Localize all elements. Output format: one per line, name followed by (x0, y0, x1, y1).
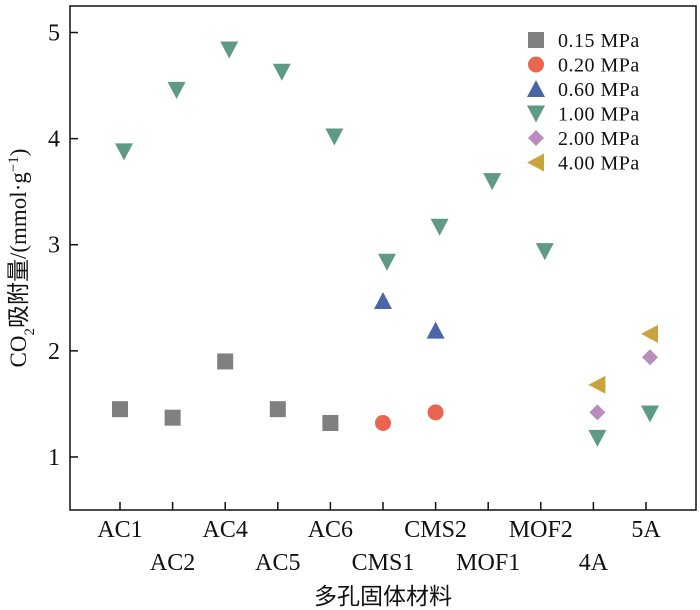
legend-label-2: 0.60 MPa (558, 79, 640, 101)
point-triangle-down-CMS2 (430, 218, 449, 236)
legend-marker-4 (528, 130, 544, 146)
point-triangle-down-AC4 (220, 41, 239, 59)
x-tick-label-AC4: AC4 (203, 517, 248, 543)
legend-label-0: 0.15 MPa (558, 30, 640, 52)
data-points (112, 41, 659, 447)
point-circle-CMS2 (427, 404, 444, 421)
y-axis-title-subscript: 2 (22, 328, 38, 336)
x-tick-label-AC5: AC5 (255, 550, 300, 576)
y-axis-title: CO2吸附量/(mmol·g−1) (6, 149, 38, 368)
point-square-AC2 (164, 409, 181, 426)
y-axis-title-end: ) (6, 149, 31, 157)
y-tick-label-4: 4 (48, 127, 60, 153)
y-axis-title-main: CO (6, 336, 31, 368)
point-triangle-down-AC5 (272, 63, 291, 81)
x-tick-label-AC6: AC6 (308, 517, 353, 543)
point-triangle-up-CMS2 (426, 321, 445, 339)
y-axis-title-superscript: −1 (6, 156, 22, 172)
point-circle-CMS1 (375, 414, 391, 431)
legend-label-1: 0.20 MPa (558, 55, 640, 77)
legend-marker-1 (528, 56, 544, 73)
point-triangle-down-MOF2 (535, 243, 554, 261)
x-tick-label-CMS2: CMS2 (404, 517, 467, 543)
point-triangle-down-MOF1 (483, 173, 502, 191)
point-triangle-down-AC2 (167, 81, 186, 99)
x-tick-label-5A: 5A (631, 517, 661, 543)
point-triangle-down-4A (588, 429, 607, 447)
point-triangle-down-5A (641, 405, 659, 423)
point-triangle-down-AC1 (115, 143, 133, 161)
y-tick-label-2: 2 (48, 339, 60, 365)
x-tick-label-AC1: AC1 (97, 517, 142, 543)
y-axis-title-middle: 吸附量/(mmol·g (6, 172, 31, 328)
y-tick-label-1: 1 (48, 445, 60, 471)
legend-label-4: 2.00 MPa (558, 128, 640, 150)
x-tick-label-CMS1: CMS1 (352, 550, 415, 576)
x-axis-title: 多孔固体材料 (314, 584, 452, 609)
point-triangle-down-AC6 (325, 128, 344, 146)
legend-label-3: 1.00 MPa (558, 104, 640, 126)
point-diamond-4A (589, 404, 606, 421)
legend-marker-5 (527, 153, 544, 172)
legend-marker-3 (527, 105, 545, 123)
point-triangle-down-CMS1 (378, 253, 396, 271)
x-tick-label-MOF1: MOF1 (456, 550, 520, 576)
y-axis: 1 2 3 4 5 (48, 21, 78, 471)
point-triangle-up-CMS1 (374, 291, 392, 309)
x-tick-label-AC2: AC2 (150, 550, 195, 576)
point-square-AC1 (112, 401, 128, 418)
y-tick-label-5: 5 (48, 21, 60, 47)
point-triangle-left-4A (588, 375, 606, 394)
point-triangle-left-5A (641, 324, 658, 343)
point-square-AC6 (322, 414, 339, 431)
x-tick-label-4A: 4A (579, 550, 609, 576)
point-diamond-5A (642, 349, 658, 366)
x-tick-label-MOF2: MOF2 (509, 517, 573, 543)
legend-label-5: 4.00 MPa (558, 153, 640, 175)
legend-marker-0 (528, 32, 544, 48)
y-tick-label-3: 3 (48, 233, 60, 259)
point-square-AC4 (217, 353, 234, 370)
legend-marker-2 (527, 80, 545, 97)
point-square-AC5 (269, 401, 286, 418)
